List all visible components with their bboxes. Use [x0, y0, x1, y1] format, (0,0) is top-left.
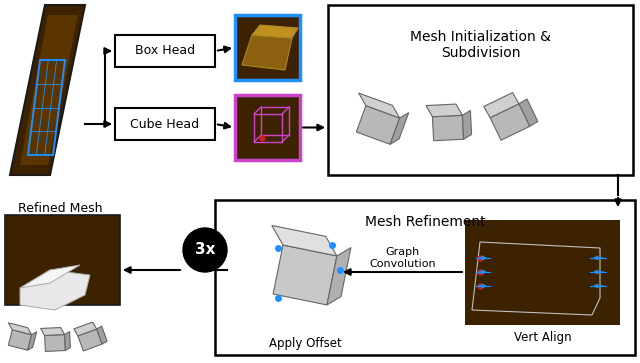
Polygon shape	[426, 104, 462, 117]
Polygon shape	[358, 93, 400, 118]
Polygon shape	[45, 335, 65, 351]
Polygon shape	[462, 110, 472, 139]
Polygon shape	[390, 113, 409, 144]
Bar	[115, 35, 215, 67]
Text: Mesh Refinement: Mesh Refinement	[365, 215, 485, 229]
Text: Cube Head: Cube Head	[131, 118, 200, 131]
Polygon shape	[8, 330, 31, 350]
Text: Graph
Convolution: Graph Convolution	[369, 247, 436, 269]
Text: Vert Align: Vert Align	[514, 330, 572, 343]
Polygon shape	[356, 106, 400, 144]
Polygon shape	[20, 265, 80, 288]
Polygon shape	[97, 326, 107, 344]
Polygon shape	[78, 329, 102, 351]
Bar	[5, 215, 120, 305]
Polygon shape	[272, 225, 337, 256]
Polygon shape	[74, 322, 97, 336]
Polygon shape	[28, 332, 36, 350]
Polygon shape	[484, 93, 519, 118]
Polygon shape	[8, 323, 31, 335]
Polygon shape	[252, 25, 298, 38]
Text: Box Head: Box Head	[135, 45, 195, 57]
Polygon shape	[65, 331, 70, 351]
Bar	[215, 200, 635, 355]
Text: Refined Mesh: Refined Mesh	[18, 201, 102, 215]
Polygon shape	[20, 15, 78, 165]
Text: Mesh Initialization &
Subdivision: Mesh Initialization & Subdivision	[410, 30, 551, 60]
Polygon shape	[490, 104, 530, 140]
Bar	[235, 95, 300, 160]
Polygon shape	[327, 248, 351, 305]
Polygon shape	[433, 115, 463, 141]
Polygon shape	[519, 99, 538, 126]
Polygon shape	[242, 35, 292, 70]
Bar	[115, 108, 215, 140]
Text: Apply Offset: Apply Offset	[269, 337, 341, 350]
Bar	[235, 15, 300, 80]
Polygon shape	[273, 245, 337, 305]
Ellipse shape	[183, 228, 227, 272]
Polygon shape	[40, 327, 65, 335]
Polygon shape	[20, 270, 90, 310]
Text: 3x: 3x	[195, 242, 215, 257]
Bar	[465, 220, 620, 325]
Bar	[328, 5, 633, 175]
Polygon shape	[10, 5, 85, 175]
